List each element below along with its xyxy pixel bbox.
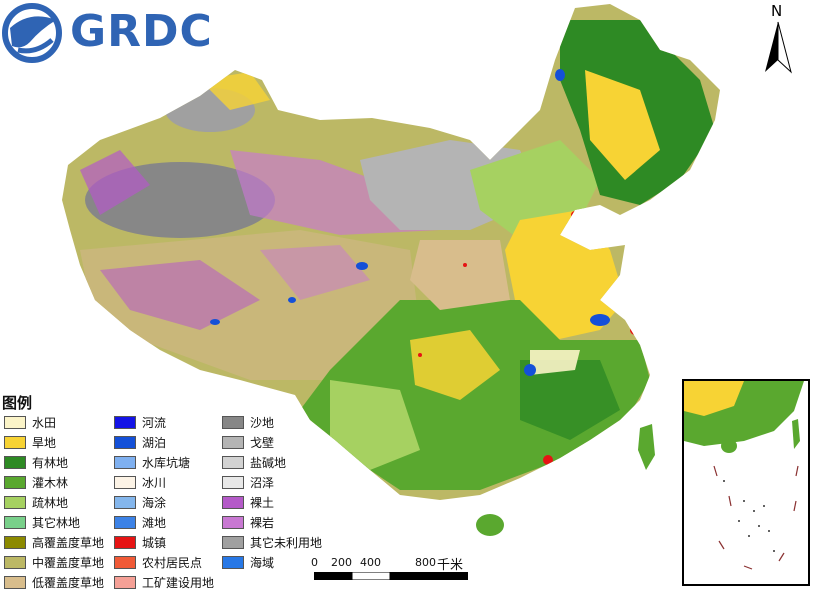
legend-label: 工矿建设用地 — [142, 575, 215, 590]
legend-item: 高覆盖度草地 — [4, 534, 104, 550]
legend-label: 其它未利用地 — [250, 535, 323, 550]
north-arrow-icon — [765, 21, 792, 74]
legend-item: 裸土 — [222, 494, 274, 510]
legend-item: 其它未利用地 — [222, 534, 322, 550]
legend-swatch — [4, 435, 26, 449]
legend-item: 城镇 — [114, 534, 166, 550]
legend-title: 图例 — [2, 394, 33, 412]
legend-swatch — [4, 555, 26, 569]
legend-swatch — [4, 495, 26, 509]
legend-label: 沼泽 — [250, 475, 275, 490]
legend-label: 高覆盖度草地 — [32, 535, 105, 550]
legend-item: 有林地 — [4, 454, 68, 470]
grdc-logo: GRDC — [0, 0, 212, 64]
legend-label: 河流 — [142, 415, 167, 430]
legend-label: 水库坑塘 — [142, 455, 191, 470]
legend-item: 海域 — [222, 554, 274, 570]
legend-label: 水田 — [32, 415, 57, 430]
legend-swatch — [222, 455, 244, 469]
legend-swatch — [4, 475, 26, 489]
legend-label: 裸土 — [250, 495, 275, 510]
legend-swatch — [222, 435, 244, 449]
legend-item: 河流 — [114, 414, 166, 430]
legend-swatch — [222, 515, 244, 529]
legend-item: 滩地 — [114, 514, 166, 530]
legend-swatch — [114, 575, 136, 589]
legend-label: 冰川 — [142, 475, 167, 490]
legend-label: 有林地 — [32, 455, 69, 470]
legend-label: 灌木林 — [32, 475, 69, 490]
legend-label: 旱地 — [32, 435, 57, 450]
legend-swatch — [114, 515, 136, 529]
legend-item: 中覆盖度草地 — [4, 554, 104, 570]
legend-item: 冰川 — [114, 474, 166, 490]
legend-item: 农村居民点 — [114, 554, 202, 570]
scale-tick-0: 0 — [311, 556, 318, 569]
legend-label: 中覆盖度草地 — [32, 555, 105, 570]
legend-swatch — [222, 555, 244, 569]
legend-swatch — [222, 475, 244, 489]
legend-label: 海域 — [250, 555, 275, 570]
scale-tick-400: 400 — [360, 556, 381, 569]
legend-item: 裸岩 — [222, 514, 274, 530]
legend-item: 水库坑塘 — [114, 454, 190, 470]
legend-item: 旱地 — [4, 434, 56, 450]
inset-map — [684, 381, 804, 570]
scale-tick-800: 800 — [415, 556, 436, 569]
legend-swatch — [4, 575, 26, 589]
legend-item: 低覆盖度草地 — [4, 574, 104, 590]
legend-label: 海涂 — [142, 495, 167, 510]
legend-swatch — [114, 415, 136, 429]
legend-item: 盐碱地 — [222, 454, 286, 470]
legend-label: 城镇 — [142, 535, 167, 550]
legend-label: 沙地 — [250, 415, 275, 430]
legend-swatch — [4, 415, 26, 429]
scale-tick-200: 200 — [331, 556, 352, 569]
legend-item: 沼泽 — [222, 474, 274, 490]
legend-item: 工矿建设用地 — [114, 574, 214, 590]
legend-label: 低覆盖度草地 — [32, 575, 105, 590]
legend-swatch — [114, 475, 136, 489]
logo-text: GRDC — [70, 6, 213, 57]
legend-item: 其它林地 — [4, 514, 80, 530]
legend-label: 农村居民点 — [142, 555, 203, 570]
legend-swatch — [222, 415, 244, 429]
legend-label: 疏林地 — [32, 495, 69, 510]
scale-bar — [314, 572, 468, 580]
legend-swatch — [114, 455, 136, 469]
legend-item: 沙地 — [222, 414, 274, 430]
legend-swatch — [114, 555, 136, 569]
south-china-sea-inset — [682, 379, 810, 586]
legend-label: 裸岩 — [250, 515, 275, 530]
legend-label: 戈壁 — [250, 435, 275, 450]
legend-item: 水田 — [4, 414, 56, 430]
globe-logo-icon — [2, 3, 62, 63]
legend-label: 盐碱地 — [250, 455, 287, 470]
legend-label: 湖泊 — [142, 435, 167, 450]
scale-unit: 千米 — [437, 558, 464, 573]
legend-swatch — [114, 435, 136, 449]
legend-item: 湖泊 — [114, 434, 166, 450]
legend-swatch — [114, 495, 136, 509]
legend-swatch — [4, 535, 26, 549]
legend-label: 滩地 — [142, 515, 167, 530]
legend-item: 灌木林 — [4, 474, 68, 490]
legend-swatch — [222, 535, 244, 549]
legend-swatch — [4, 515, 26, 529]
legend-item: 疏林地 — [4, 494, 68, 510]
legend-swatch — [4, 455, 26, 469]
legend-item: 海涂 — [114, 494, 166, 510]
legend-swatch — [222, 495, 244, 509]
legend-swatch — [114, 535, 136, 549]
north-label: N — [771, 2, 783, 20]
legend-label: 其它林地 — [32, 515, 81, 530]
legend-item: 戈壁 — [222, 434, 274, 450]
